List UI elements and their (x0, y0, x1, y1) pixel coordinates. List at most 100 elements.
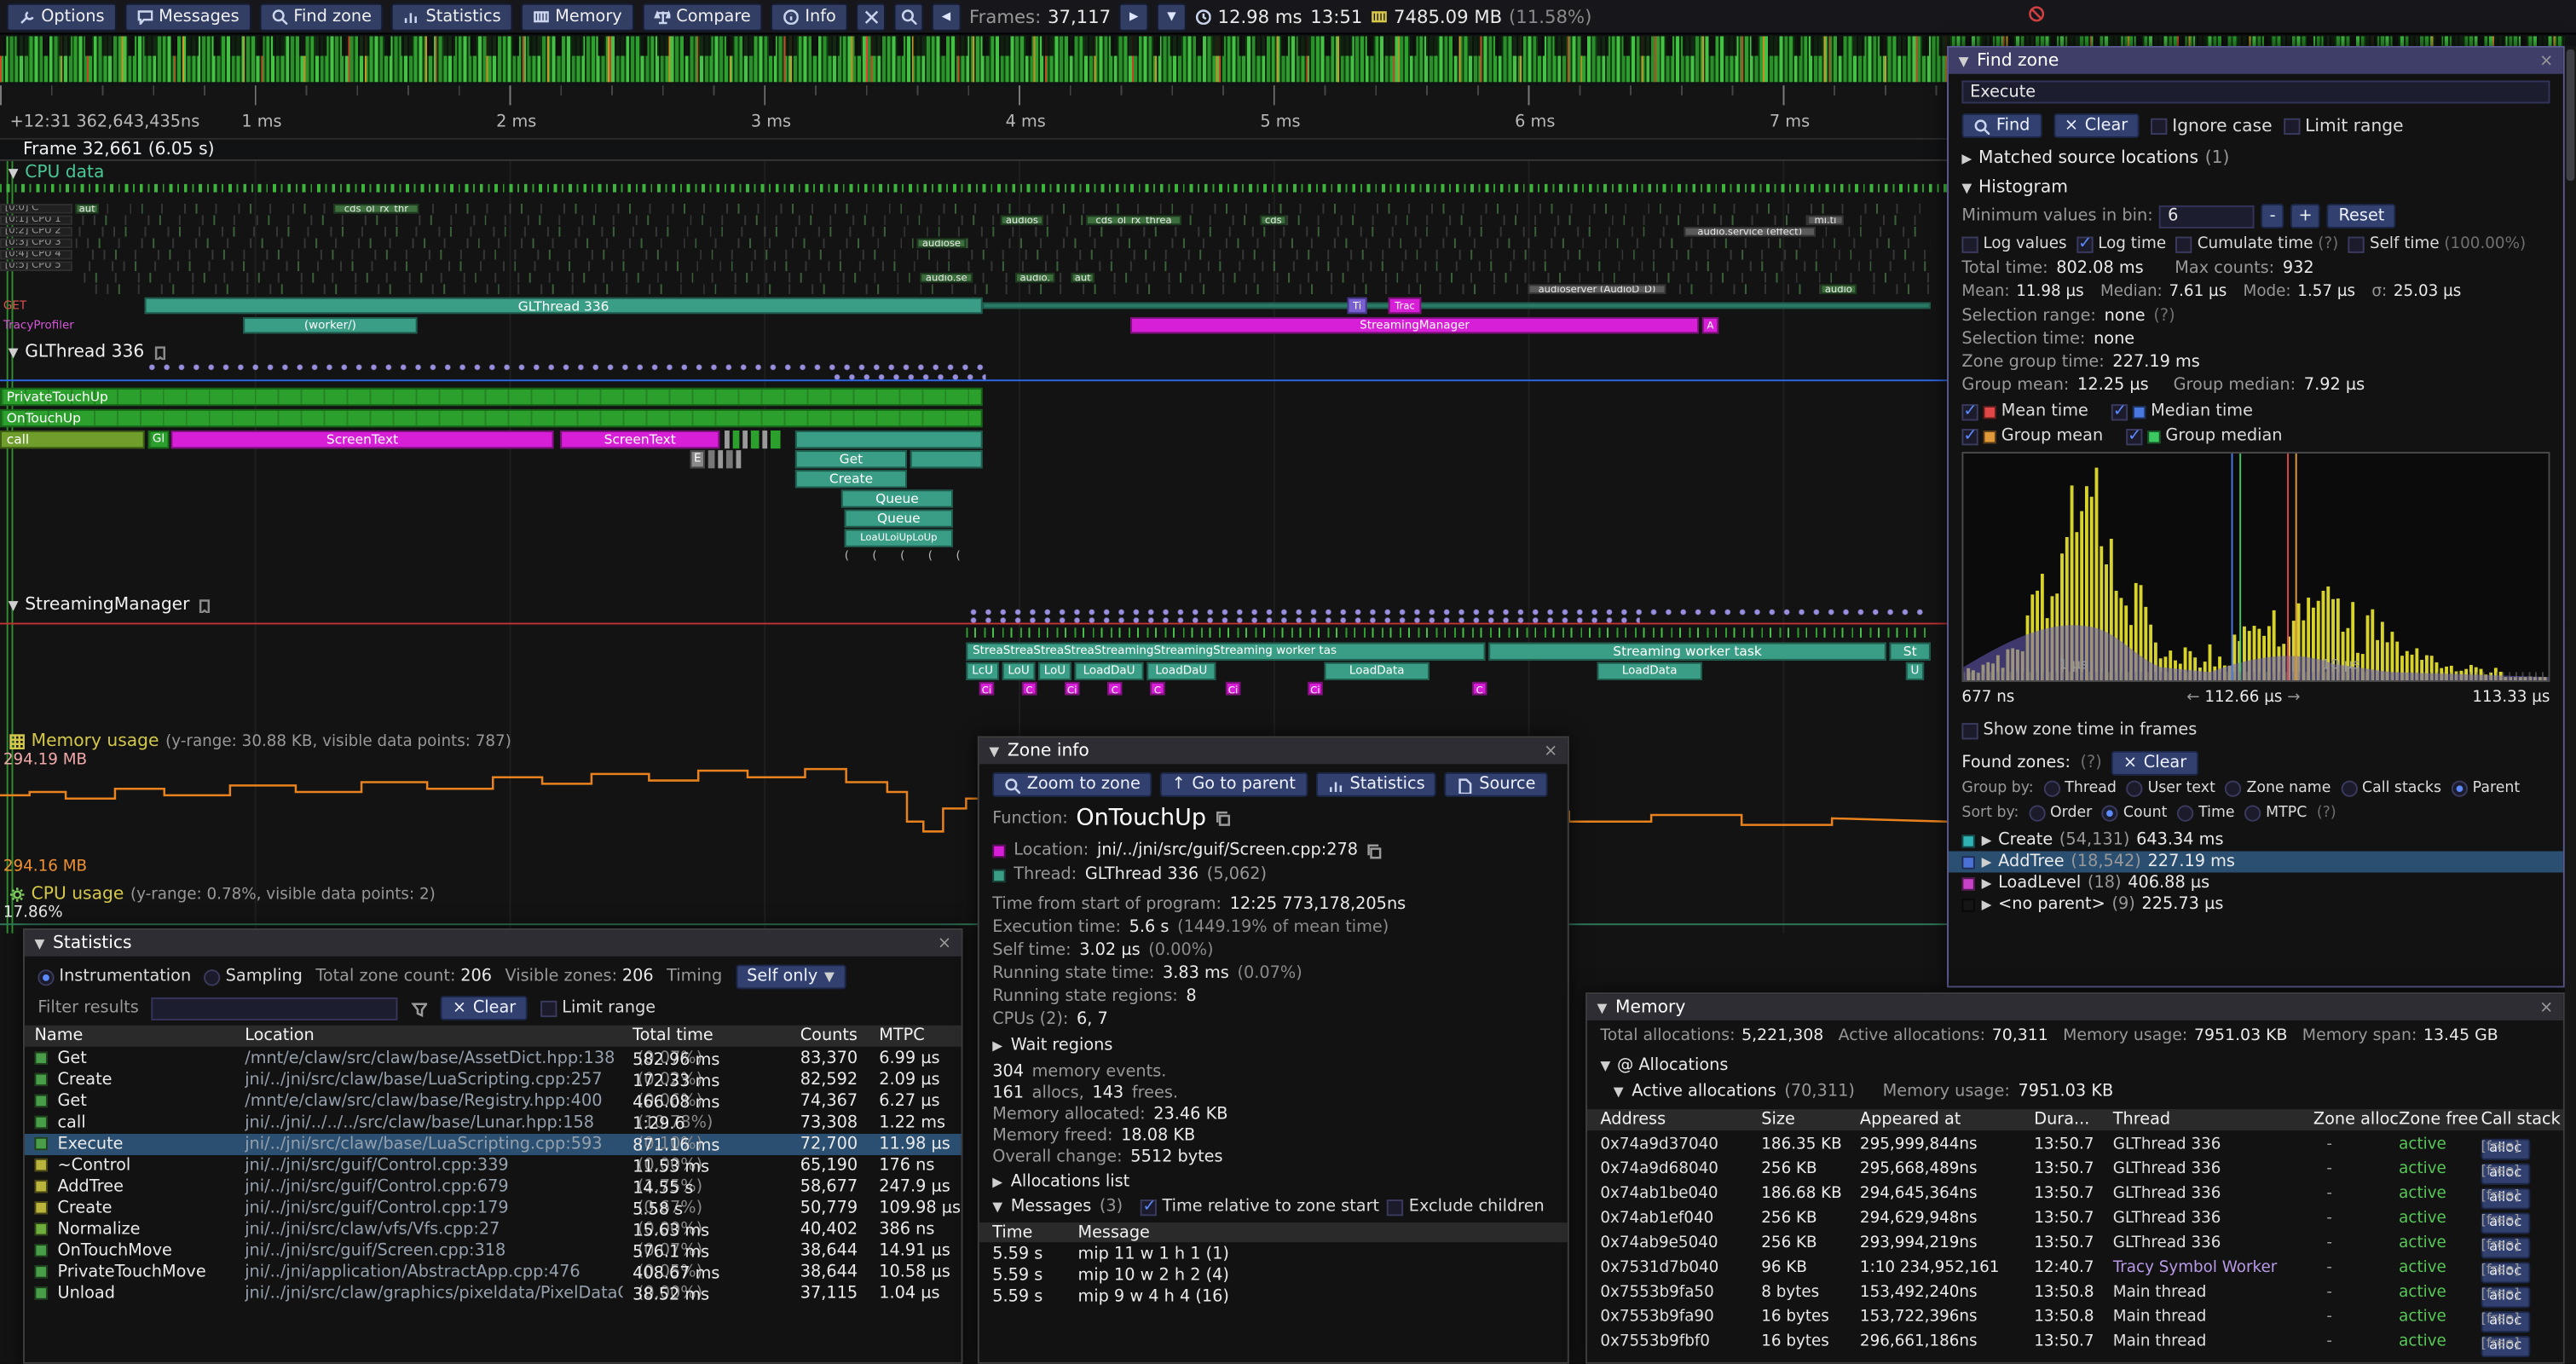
found-zone-group[interactable]: ▶ LoadLevel (18) 406.88 µs (1949, 873, 2563, 894)
median-time-checkbox[interactable]: Median time (2111, 402, 2253, 420)
compare-button[interactable]: Compare (641, 2, 763, 31)
next-frame-button[interactable]: ▶ (1118, 2, 1149, 31)
allocation-row[interactable]: 0x7531d7b040 96 KB 1:10 234,952,161 12:4… (1587, 1256, 2563, 1284)
zone-streaming[interactable]: St (1889, 642, 1931, 661)
cpu-zone[interactable]: audios (1000, 215, 1043, 226)
alloc-callstack-button[interactable]: alloc (2481, 1311, 2530, 1333)
thread-header-streamingmanager[interactable]: ▼ StreamingManager (9, 595, 211, 615)
find-zone-titlebar[interactable]: ▼ Find zone × (1949, 47, 2563, 74)
zone-loaddata[interactable]: LoadDaU (1146, 662, 1216, 680)
alloc-callstack-button[interactable]: alloc (2481, 1138, 2530, 1160)
ignore-case-checkbox[interactable]: Ignore case (2151, 116, 2273, 136)
zone-mark[interactable]: Ci (1065, 681, 1080, 696)
bin-increase-button[interactable]: + (2290, 204, 2321, 228)
zone-statistics-button[interactable]: Statistics (1315, 772, 1437, 797)
cpu-zone[interactable]: audiose (916, 238, 967, 249)
group-by-radio[interactable]: Call stacks (2340, 780, 2441, 797)
info-button[interactable]: Info (770, 2, 848, 31)
expand-icon[interactable]: ▶ (1981, 876, 1992, 891)
active-allocations-toggle[interactable]: ▼ Active allocations (70,311) Memory usag… (1613, 1083, 2114, 1101)
cpu-zone-worker[interactable]: (worker/) (243, 317, 418, 334)
zone-queue[interactable]: Queue (844, 509, 953, 528)
zoom-to-zone-button[interactable]: Zoom to zone (992, 772, 1152, 797)
zone-collapsed-marks[interactable]: ( ( ( ( ( (844, 548, 971, 563)
log-time-checkbox[interactable]: Log time (2076, 234, 2166, 253)
sort-by-radio[interactable]: MTPC (2244, 805, 2307, 822)
table-row[interactable]: Execute jni/../jni/src/claw/base/LuaScri… (24, 1133, 962, 1156)
cpu-zone[interactable]: audio.service (effect) (1684, 226, 1816, 237)
alloc-callstack-button[interactable]: alloc (2481, 1262, 2530, 1284)
allocations-table-header[interactable]: Address Size Appeared at Dura... Thread … (1586, 1109, 2563, 1131)
options-button[interactable]: Options (6, 2, 117, 31)
zone-ontouchup[interactable]: OnTouchUp (0, 408, 983, 428)
show-zone-time-checkbox[interactable]: Show zone time in frames (1961, 721, 2197, 739)
zone-mark[interactable]: C (1150, 681, 1165, 696)
zone-unlabeled[interactable] (910, 450, 983, 469)
histogram-plot[interactable]: 1 µs 10 µs (1961, 452, 2550, 682)
zone-mark[interactable]: C (1472, 681, 1487, 696)
found-zone-group[interactable]: ▶ Create (54,131) 643.34 ms (1949, 829, 2563, 851)
zone-loaddata[interactable]: LoadData (1597, 662, 1702, 680)
table-row[interactable]: OnTouchMove jni/../jni/src/guif/Screen.c… (25, 1240, 962, 1262)
cpu-zone-streamingmanager[interactable]: StreamingManager (1130, 317, 1700, 334)
alloc-callstack-button[interactable]: alloc (2481, 1212, 2530, 1234)
zone-gl[interactable]: Gl (147, 431, 170, 449)
cpu-data-header[interactable]: ▼ CPU data (8, 162, 105, 182)
clear-button[interactable]: × Clear (2053, 113, 2140, 138)
zone-mark[interactable]: C (1021, 681, 1037, 696)
find-button[interactable]: Find (1961, 113, 2042, 138)
allocation-row[interactable]: 0x7553b9fbf0 16 bytes 296,661,186ns 13:5… (1587, 1329, 2563, 1358)
expand-icon[interactable]: ▶ (1981, 897, 1992, 912)
expand-icon[interactable]: ▶ (1981, 833, 1992, 848)
bin-decrease-button[interactable]: - (2261, 204, 2284, 228)
table-row[interactable]: Get /mnt/e/claw/src/claw/base/Registry.h… (25, 1091, 962, 1113)
scrollbar-thumb[interactable] (2566, 49, 2575, 182)
table-row[interactable]: PrivateTouchMove jni/../jni/application/… (25, 1262, 962, 1283)
table-row[interactable]: Unload jni/../jni/src/claw/graphics/pixe… (25, 1283, 962, 1304)
limit-range-checkbox[interactable]: Limit range (540, 999, 656, 1017)
cpu-zone-glthread-tail[interactable] (982, 302, 1931, 309)
cpu-zone[interactable]: audio (1820, 284, 1857, 295)
zone-mark[interactable]: C (1107, 681, 1123, 696)
message-dots[interactable] (966, 608, 1931, 616)
cpu-zone[interactable]: mi.ti (1807, 215, 1844, 226)
frame-info[interactable]: Frame 32,661 (6.05 s) (22, 139, 215, 159)
table-row[interactable]: AddTree jni/../jni/src/guif/Control.cpp:… (25, 1176, 962, 1198)
zone-loaddata[interactable]: LoU (1002, 662, 1036, 680)
messages-table-header[interactable]: Time Message (979, 1222, 1568, 1243)
clear-filter-button[interactable]: × Clear (441, 996, 528, 1020)
statistics-table-header[interactable]: Name Location Total time Counts MTPC (24, 1025, 962, 1047)
cpu-zone[interactable]: aut (1071, 272, 1095, 283)
collapse-icon[interactable]: ▼ (1597, 999, 1608, 1015)
allocations-list-toggle[interactable]: ▶ Allocations list (992, 1173, 1130, 1192)
cumulate-time-checkbox[interactable]: Cumulate time (?) (2175, 235, 2338, 253)
zone-mark[interactable]: Ci (1308, 681, 1323, 696)
allocation-row[interactable]: 0x74ab1ef040 256 KB 294,629,948ns 13:50.… (1587, 1206, 2563, 1234)
allocations-section-toggle[interactable]: ▼ @ Allocations (1600, 1056, 1729, 1075)
collapse-icon[interactable]: ▼ (8, 344, 19, 360)
close-icon[interactable]: × (2539, 51, 2554, 70)
group-mean-checkbox[interactable]: Group mean (1961, 426, 2103, 445)
allocation-row[interactable]: 0x74a9d37040 186.35 KB 295,999,844ns 13:… (1587, 1132, 2563, 1160)
sort-by-radio[interactable]: Count (2101, 805, 2167, 822)
group-by-radio[interactable]: Thread (2043, 780, 2117, 797)
zone-screentext[interactable]: ScreenText (560, 431, 720, 449)
close-icon[interactable]: × (2539, 997, 2554, 1017)
sort-by-radio[interactable]: Time (2177, 805, 2235, 822)
cpu-zone[interactable]: cds_ol_rx_threa (1086, 215, 1181, 226)
histogram-toggle[interactable]: ▼ Histogram (1961, 177, 2068, 198)
message-row[interactable]: 5.59 s mip 11 w 1 h 1 (1) (992, 1246, 1229, 1264)
statistics-button[interactable]: Statistics (391, 2, 513, 31)
source-button[interactable]: Source (1444, 772, 1547, 797)
zone-streaming-worker-task[interactable]: Streaming worker task (1488, 642, 1886, 661)
timing-dropdown[interactable]: Self only ▼ (735, 964, 846, 990)
close-icon[interactable]: × (937, 933, 952, 952)
log-values-checkbox[interactable]: Log values (1961, 235, 2067, 253)
cpu-zone[interactable]: audio. (1015, 272, 1055, 283)
collapse-icon[interactable]: ▼ (1958, 53, 1969, 68)
message-row[interactable]: 5.59 s mip 9 w 4 h 4 (16) (992, 1288, 1229, 1307)
allocation-row[interactable]: 0x7553b9fa90 16 bytes 153,722,396ns 13:5… (1587, 1304, 2563, 1333)
messages-button[interactable]: Messages (124, 2, 251, 31)
memory-usage-plot[interactable] (0, 749, 1948, 858)
alloc-callstack-button[interactable]: alloc (2481, 1188, 2530, 1210)
